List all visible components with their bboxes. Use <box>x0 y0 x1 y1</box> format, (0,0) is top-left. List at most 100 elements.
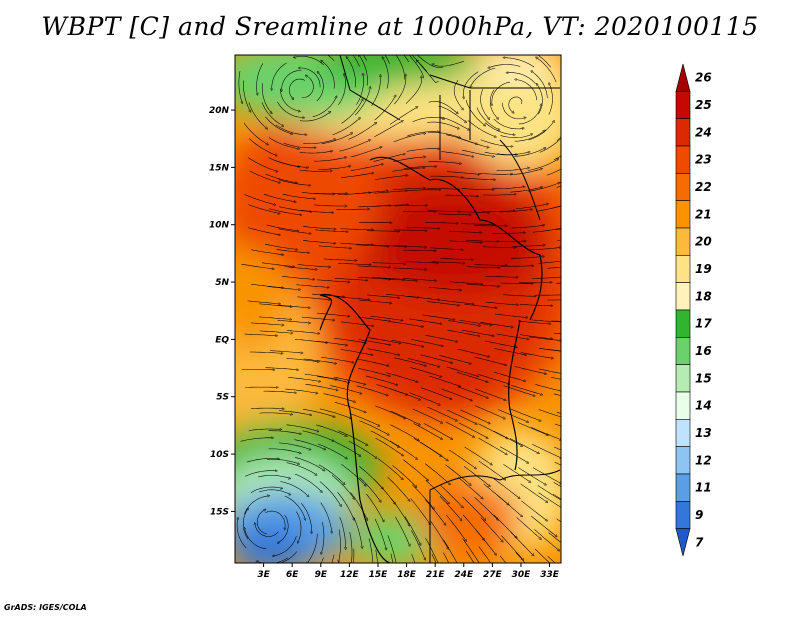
streamline <box>474 405 504 419</box>
streamline <box>341 100 363 124</box>
streamline <box>374 121 402 137</box>
streamline <box>457 386 487 398</box>
streamlines <box>237 55 561 563</box>
streamline <box>461 188 493 190</box>
streamline <box>480 517 503 542</box>
streamline <box>520 352 553 359</box>
streamline <box>338 74 346 106</box>
streamline <box>267 458 299 464</box>
colorbar-segment <box>675 118 691 147</box>
streamline <box>485 301 517 305</box>
streamline <box>294 457 324 470</box>
streamline <box>261 262 294 267</box>
streamline <box>492 187 524 189</box>
streamline <box>463 71 479 98</box>
colorbar-segment <box>675 446 691 475</box>
streamline <box>499 555 507 563</box>
colorbar-segment <box>675 200 691 229</box>
streamline <box>516 517 541 538</box>
streamline <box>445 195 478 196</box>
streamline <box>403 55 410 63</box>
streamline <box>365 375 397 385</box>
streamline <box>427 211 460 212</box>
colorbar-label: 7 <box>695 535 704 549</box>
streamline <box>327 55 335 62</box>
streamline <box>465 99 485 125</box>
streamline <box>303 226 335 229</box>
streamline <box>489 89 498 119</box>
streamline <box>305 384 338 390</box>
streamline <box>257 63 264 94</box>
streamline <box>314 193 347 194</box>
streamline <box>338 262 370 265</box>
streamline <box>519 282 551 283</box>
streamline <box>406 149 439 152</box>
streamline <box>405 77 422 104</box>
streamline <box>497 152 529 155</box>
streamline <box>393 157 425 162</box>
streamline <box>316 312 349 316</box>
streamline <box>275 124 306 135</box>
streamline <box>407 358 439 366</box>
streamline <box>261 102 283 125</box>
streamline <box>323 258 356 261</box>
streamline <box>353 516 363 548</box>
streamline <box>474 265 506 266</box>
colorbar-label: 21 <box>695 207 712 221</box>
streamline <box>407 190 440 191</box>
streamline <box>372 262 405 264</box>
streamline <box>511 225 544 229</box>
streamline <box>284 266 316 270</box>
streamline <box>425 463 450 485</box>
streamline <box>352 55 360 67</box>
streamline <box>494 313 527 318</box>
streamline <box>276 160 307 168</box>
colorbar-segment <box>675 255 691 283</box>
streamline <box>277 101 303 118</box>
streamline <box>425 480 449 504</box>
streamline <box>427 121 458 128</box>
streamline <box>528 336 561 341</box>
streamline <box>300 209 333 213</box>
streamline <box>498 409 528 422</box>
streamline <box>273 536 297 556</box>
streamline <box>384 55 390 64</box>
streamline <box>390 410 420 425</box>
streamline <box>417 61 439 83</box>
streamline <box>390 321 423 327</box>
streamline <box>528 247 560 251</box>
streamline <box>503 464 530 482</box>
streamline <box>374 96 396 121</box>
streamline <box>518 467 545 485</box>
streamline <box>334 278 367 280</box>
streamline <box>316 424 346 436</box>
streamline <box>447 171 479 175</box>
streamline <box>389 388 420 400</box>
streamline <box>392 188 425 191</box>
streamline <box>466 267 499 268</box>
colorbar-label: 26 <box>695 71 712 85</box>
streamline <box>321 356 353 362</box>
streamline <box>332 118 360 136</box>
streamline <box>447 409 476 424</box>
streamline <box>301 76 314 98</box>
streamline <box>449 240 481 243</box>
streamline <box>367 348 399 355</box>
streamline <box>322 61 335 89</box>
lat-tick-label: 15S <box>210 507 229 517</box>
streamline <box>238 70 242 103</box>
streamline <box>480 322 513 327</box>
streamline <box>475 388 505 400</box>
streamline <box>329 385 361 394</box>
streamline <box>535 294 561 296</box>
colorbar-segment <box>675 282 691 311</box>
streamline <box>546 168 561 176</box>
streamline <box>493 430 522 446</box>
streamline <box>348 123 376 140</box>
streamline <box>256 510 267 535</box>
streamline <box>268 137 299 149</box>
colorbar-segment <box>675 391 691 420</box>
credit-label: GrADS: IGES/COLA <box>4 603 87 612</box>
streamline <box>553 332 561 335</box>
